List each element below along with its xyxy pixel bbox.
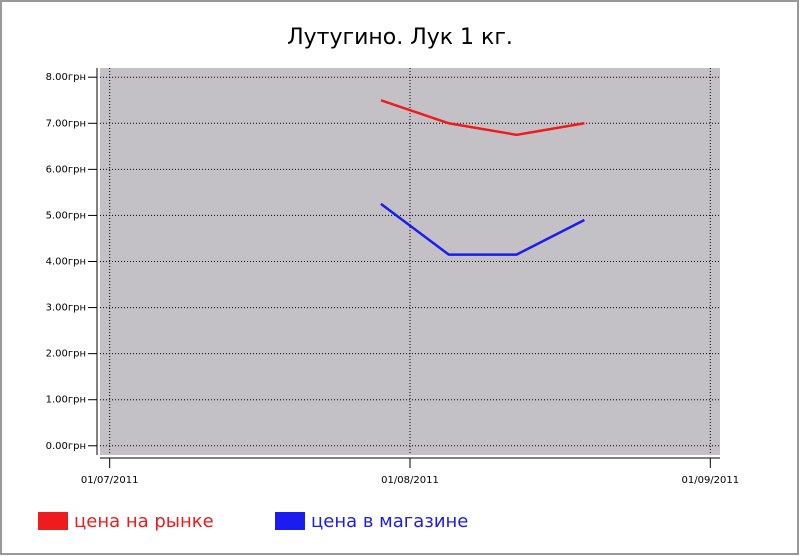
legend-swatch	[275, 512, 305, 530]
y-tick-label: 4.00грн	[46, 257, 86, 268]
chart-title: Лутугино. Лук 1 кг.	[287, 25, 513, 50]
series-line	[380, 202, 585, 256]
y-tick-label: 8.00грн	[46, 72, 86, 83]
y-tick-label: 3.00грн	[46, 303, 86, 314]
series-line	[380, 99, 585, 137]
legend-label: цена в магазине	[311, 511, 468, 532]
y-tick-label: 5.00грн	[46, 210, 86, 221]
y-tick-label: 0.00грн	[46, 441, 86, 452]
legend-label: цена на рынке	[74, 511, 214, 532]
y-tick-label: 7.00грн	[46, 118, 86, 129]
y-tick-label: 2.00грн	[46, 349, 86, 360]
y-tick-label: 1.00грн	[46, 395, 86, 406]
legend-swatch	[38, 512, 68, 530]
x-tick-label: 01/07/2011	[81, 475, 139, 486]
x-tick-label: 01/09/2011	[681, 475, 739, 486]
x-tick-label: 01/08/2011	[381, 475, 439, 486]
y-tick-label: 6.00грн	[46, 164, 86, 175]
